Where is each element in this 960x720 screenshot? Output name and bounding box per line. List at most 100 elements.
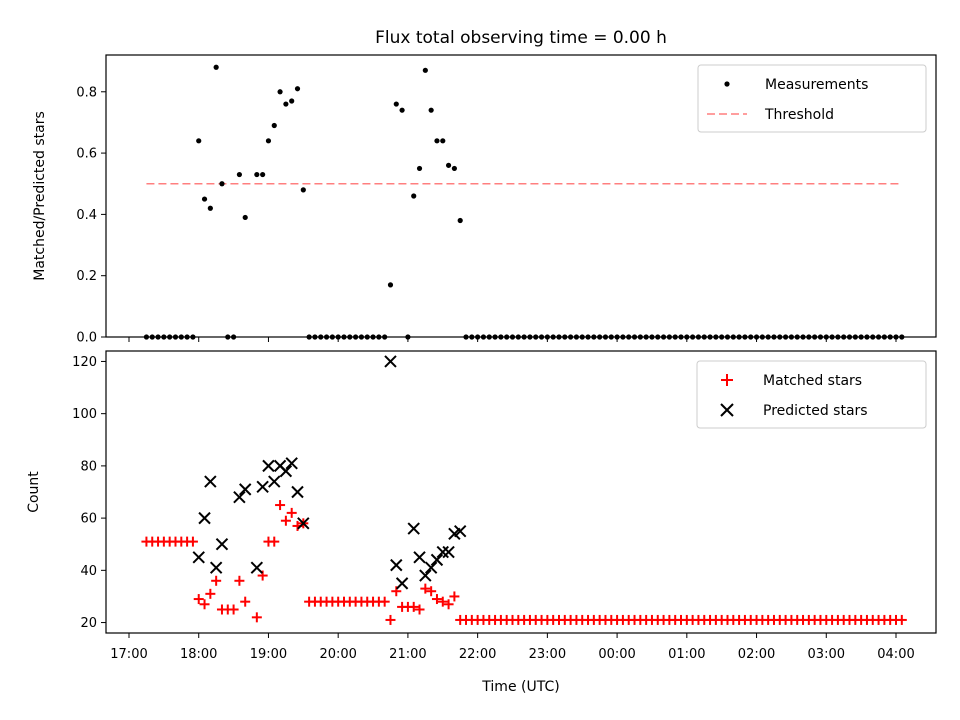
measurement-point	[771, 334, 777, 340]
matched-star-point	[420, 583, 431, 594]
predicted-star-point	[430, 553, 444, 567]
y-tick-label: 0.4	[76, 208, 97, 223]
predicted-star-point	[204, 475, 217, 488]
measurement-point	[486, 334, 492, 340]
predicted-star-point	[285, 457, 298, 470]
measurement-point	[323, 334, 330, 340]
y-tick-label: 0.6	[76, 147, 97, 162]
x-tick-label: 23:00	[529, 647, 566, 662]
measurement-point	[835, 334, 841, 340]
predicted-star-point	[413, 551, 426, 564]
x-tick-label: 03:00	[808, 647, 845, 662]
measurement-point	[225, 334, 231, 340]
legend-matched-label: Matched stars	[763, 373, 862, 389]
predicted-star-point	[291, 485, 304, 499]
bottom-legend-box	[696, 360, 927, 429]
predicted-star-point	[390, 558, 403, 572]
measurement-point	[550, 334, 556, 340]
x-tick-label: 04:00	[877, 647, 914, 662]
measurement-point	[643, 334, 649, 340]
measurement-point	[172, 334, 179, 340]
measurement-point	[742, 334, 748, 340]
measurement-point	[812, 334, 818, 340]
measurement-point	[678, 334, 684, 340]
y-tick-label: 80	[80, 459, 97, 474]
measurement-point	[509, 334, 516, 340]
matched-star-point	[408, 601, 419, 612]
measurement-point	[852, 334, 858, 340]
measurement-point	[748, 334, 754, 340]
legend-matched-marker	[721, 374, 733, 386]
measurement-point	[411, 193, 417, 199]
matched-star-point	[449, 591, 460, 602]
predicted-star-point	[262, 459, 275, 473]
measurement-point	[846, 334, 853, 340]
measurement-point	[416, 165, 423, 172]
measurement-point	[213, 64, 219, 70]
matched-star-point	[205, 588, 216, 599]
measurement-point	[341, 334, 347, 340]
measurement-point	[794, 334, 800, 340]
measurement-point	[538, 334, 545, 340]
predicted-star-point	[442, 545, 455, 559]
measurement-point	[405, 334, 411, 340]
measurement-point	[602, 334, 609, 340]
x-tick-label: 00:00	[598, 647, 635, 662]
measurement-point	[631, 334, 638, 340]
measurement-point	[753, 334, 760, 340]
measurement-point	[289, 98, 295, 104]
measurement-point	[469, 334, 475, 340]
predicted-star-point	[424, 561, 438, 574]
matched-star-point	[431, 594, 442, 605]
measurement-point	[719, 334, 725, 340]
matched-star-point	[280, 515, 291, 526]
matched-star-point	[379, 596, 390, 607]
x-tick-label: 20:00	[319, 647, 356, 662]
measurement-point	[544, 334, 550, 340]
matched-star-point	[437, 596, 448, 607]
measurement-point	[306, 334, 312, 340]
matched-star-point	[275, 500, 286, 511]
measurement-point	[620, 334, 626, 340]
measurement-point	[190, 334, 196, 340]
matched-star-point	[240, 596, 251, 607]
measurement-point	[637, 334, 643, 340]
measurement-point	[230, 334, 237, 340]
measurement-point	[358, 334, 365, 340]
matched-star-point	[443, 599, 454, 610]
matched-star-point	[187, 536, 198, 547]
matched-star-point	[193, 594, 204, 605]
measurement-point	[521, 334, 527, 340]
measurement-point	[736, 334, 742, 340]
measurement-point	[457, 217, 463, 224]
x-tick-label: 19:00	[250, 647, 287, 662]
bottom-ylabel: Count	[26, 471, 42, 513]
y-tick-label: 0.8	[76, 85, 97, 100]
legend-measurements-marker	[724, 81, 730, 87]
x-tick-label: 01:00	[668, 647, 705, 662]
measurement-point	[422, 67, 428, 73]
measurement-point	[254, 171, 260, 178]
measurement-point	[777, 334, 783, 340]
measurement-point	[573, 334, 580, 340]
x-ticks: 17:00 18:00 19:00 20:00 21:00 22:00 23:00 00:00…	[110, 337, 915, 662]
y-tick-label: 60	[80, 512, 97, 527]
legend-measurements-label: Measurements	[765, 77, 868, 93]
measurement-point	[242, 214, 248, 221]
measurements-series	[143, 64, 905, 340]
measurement-point	[265, 138, 272, 144]
measurement-point	[841, 334, 847, 340]
predicted-star-point	[453, 524, 467, 538]
measurement-point	[579, 334, 585, 340]
measurement-point	[283, 101, 289, 107]
measurement-point	[277, 89, 283, 95]
measurement-point	[660, 334, 667, 340]
measurement-point	[428, 107, 434, 113]
measurement-point	[608, 334, 614, 340]
measurement-point	[782, 334, 789, 340]
y-tick-label: 0.0	[76, 331, 97, 346]
predicted-star-point	[268, 475, 281, 488]
x-tick-label: 17:00	[110, 647, 147, 662]
measurement-point	[143, 334, 150, 340]
measurement-point	[562, 334, 568, 340]
